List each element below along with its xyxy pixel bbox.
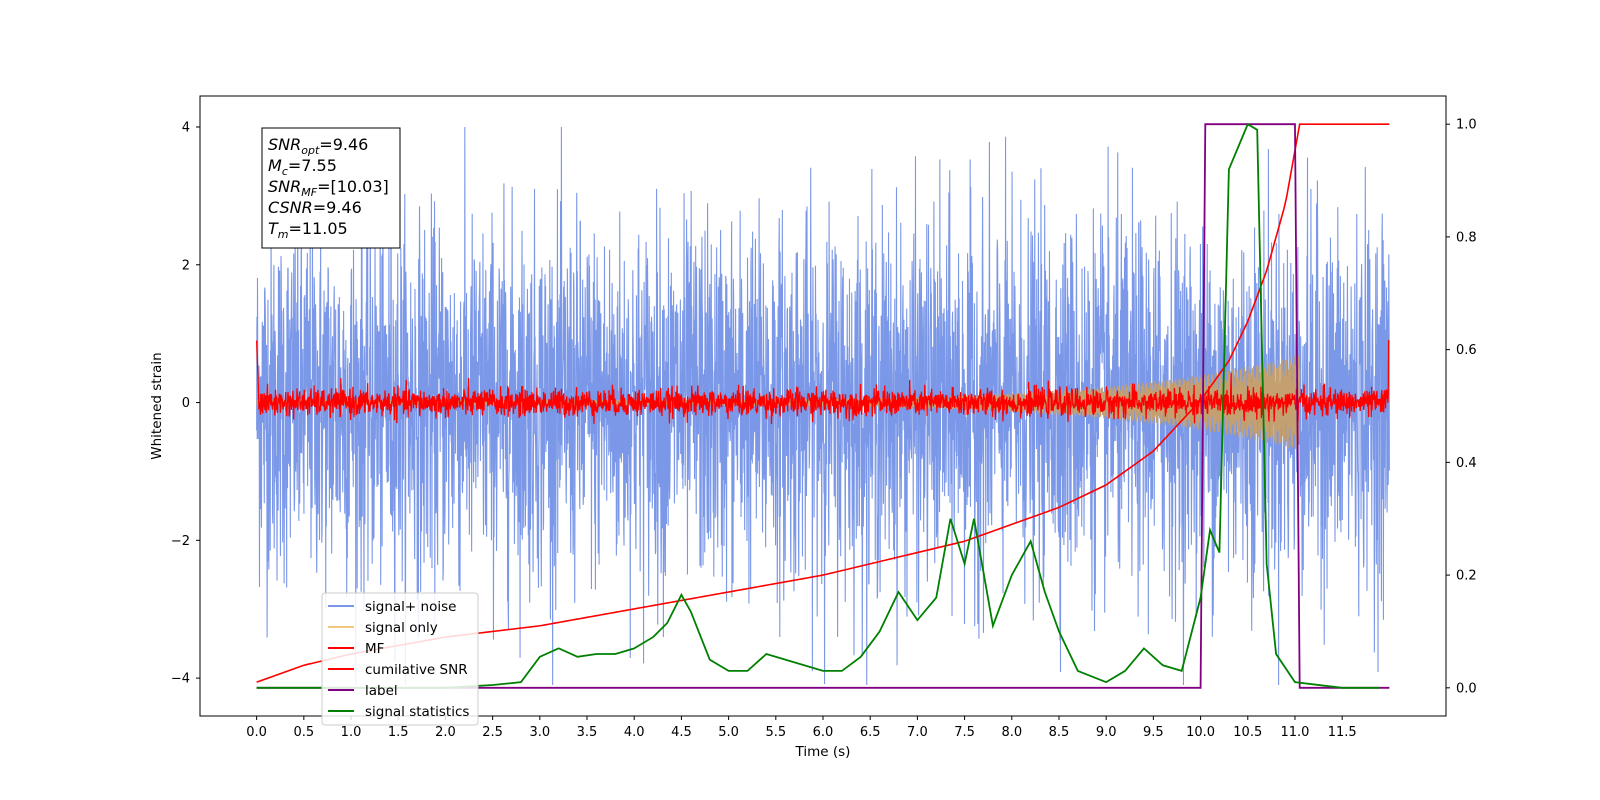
legend-entry-signal-noise: signal+ noise	[365, 599, 456, 615]
x-tick-label: 10.0	[1186, 725, 1215, 740]
y-axis-label: Whitened strain	[149, 352, 165, 459]
legend-entry-cumilative-snr: cumilative SNR	[365, 662, 468, 678]
annotation-line: SNRMF=[10.03]	[268, 177, 389, 199]
x-tick-label: 0.5	[293, 725, 314, 740]
legend-entry-signal-statistics: signal statistics	[365, 704, 469, 720]
x-tick-label: 5.5	[765, 725, 786, 740]
x-tick-label: 3.5	[577, 725, 598, 740]
y2-tick-label: 0.4	[1456, 456, 1477, 471]
legend-entry-label: label	[365, 683, 398, 699]
series-signal-statistics	[256, 122, 1380, 689]
x-tick-label: 8.0	[1001, 725, 1022, 740]
annotation-line: CSNR=9.46	[268, 198, 362, 217]
x-tick-label: 8.5	[1049, 725, 1070, 740]
x-tick-label: 7.0	[907, 725, 928, 740]
x-tick-label: 7.5	[954, 725, 975, 740]
x-tick-label: 3.0	[529, 725, 550, 740]
x-tick-label: 11.0	[1280, 725, 1309, 740]
y-tick-label: −2	[171, 534, 190, 549]
x-tick-label: 4.0	[624, 725, 645, 740]
series-label	[256, 123, 1390, 689]
x-tick-label: 5.0	[718, 725, 739, 740]
annotation-line: SNRopt=9.46	[268, 135, 368, 157]
annotation-box: SNRopt=9.46Mc=7.55SNRMF=[10.03]CSNR=9.46…	[261, 127, 401, 249]
annotation-frame	[261, 127, 401, 249]
x-tick-label: 9.5	[1143, 725, 1164, 740]
y-tick-label: 0	[182, 396, 190, 411]
x-tick-label: 1.0	[341, 725, 362, 740]
y2-tick-label: 0.6	[1456, 343, 1477, 358]
x-tick-label: 4.5	[671, 725, 692, 740]
x-tick-label: 11.5	[1328, 725, 1357, 740]
x-tick-label: 2.0	[435, 725, 456, 740]
y-axis-left: −4 −2 0 2 4	[171, 121, 200, 687]
series-signal-noise	[256, 126, 1390, 686]
legend-entry-mf: MF	[365, 641, 384, 657]
series-mf	[255, 339, 1390, 425]
x-tick-label: 10.5	[1233, 725, 1262, 740]
annotation-line: Tm=11.05	[268, 219, 348, 241]
legend-entry-signal-only: signal only	[365, 620, 438, 636]
x-tick-label: 0.0	[246, 725, 267, 740]
y-tick-label: 4	[182, 121, 190, 136]
y2-tick-label: 0.8	[1456, 230, 1477, 245]
x-axis: 0.0 0.5 1.0 1.5 2.0 2.5 3.0 3.5 4.0 4.5 5.0 5.5 6.0 6…	[246, 716, 1357, 740]
x-tick-label: 1.5	[388, 725, 409, 740]
y-axis-right: 0.0 0.2 0.4 0.6 0.8 1.0	[1446, 118, 1477, 696]
y2-tick-label: 1.0	[1456, 118, 1477, 133]
y-tick-label: −4	[171, 672, 190, 687]
x-axis-label: Time (s)	[795, 744, 851, 760]
legend: signal+ noise signal only MF cumilative SNR…	[321, 592, 479, 726]
annotation-line: Mc=7.55	[268, 156, 337, 178]
y2-tick-label: 0.0	[1456, 681, 1477, 696]
y2-tick-label: 0.2	[1456, 569, 1477, 584]
legend-frame	[321, 592, 479, 726]
y-tick-label: 2	[182, 258, 190, 273]
x-tick-label: 2.5	[482, 725, 503, 740]
x-tick-label: 6.0	[813, 725, 834, 740]
x-tick-label: 6.5	[860, 725, 881, 740]
x-tick-label: 9.0	[1096, 725, 1117, 740]
